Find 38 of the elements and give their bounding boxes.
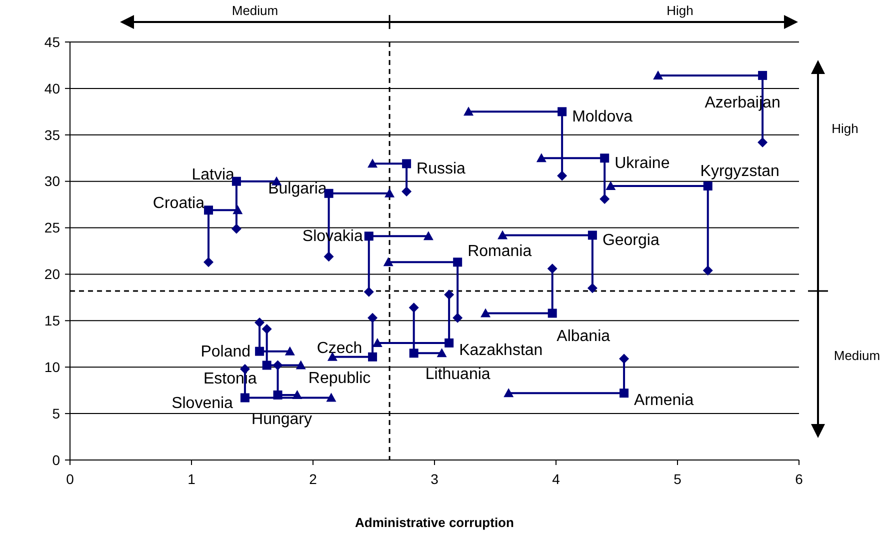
x-axis-title: Administrative corruption xyxy=(355,515,514,530)
y-tick-label: 30 xyxy=(44,173,60,190)
text: High xyxy=(666,3,694,18)
series-label: Lithuania xyxy=(425,366,490,384)
series-label: Georgia xyxy=(602,232,660,250)
text: Medium xyxy=(834,348,880,363)
series-label: Slovenia xyxy=(172,394,234,412)
y-tick-label: 25 xyxy=(44,220,60,236)
series-label: Croatia xyxy=(152,195,205,212)
series-label: Romania xyxy=(468,243,532,260)
series-label: Poland xyxy=(200,343,251,360)
series-label: Armenia xyxy=(634,392,694,410)
text: High xyxy=(832,121,858,136)
y-tick-label: 15 xyxy=(44,312,60,329)
y-tick-label: 40 xyxy=(44,80,60,96)
y-tick-label: 10 xyxy=(44,359,60,376)
series-label: Ukraine xyxy=(614,155,670,172)
text: Medium xyxy=(232,3,278,18)
x-tick-label: 3 xyxy=(430,471,439,487)
series-label: Kyrgyzstan xyxy=(700,162,780,180)
y-tick-label: 0 xyxy=(52,452,60,468)
y-tick-label: 45 xyxy=(44,34,60,50)
series-label: Albania xyxy=(556,328,610,346)
series-label: Czech Republic xyxy=(308,340,371,387)
series-label: Latvia xyxy=(192,166,235,184)
x-tick-label: 5 xyxy=(674,471,682,487)
y-tick-label: 20 xyxy=(44,266,60,282)
x-tick-label: 1 xyxy=(188,471,196,487)
y-tick-label: 5 xyxy=(52,405,60,422)
series-label: Russia xyxy=(416,160,466,178)
x-tick-label: 6 xyxy=(795,471,804,487)
series-label: Moldova xyxy=(572,108,633,126)
series-label: Kazakhstan xyxy=(459,342,543,359)
x-tick-label: 0 xyxy=(66,471,74,487)
x-tick-label: 4 xyxy=(552,471,560,487)
x-tick-label: 2 xyxy=(309,471,318,487)
series-label: Hungary xyxy=(252,410,312,428)
y-tick-label: 35 xyxy=(44,126,60,143)
